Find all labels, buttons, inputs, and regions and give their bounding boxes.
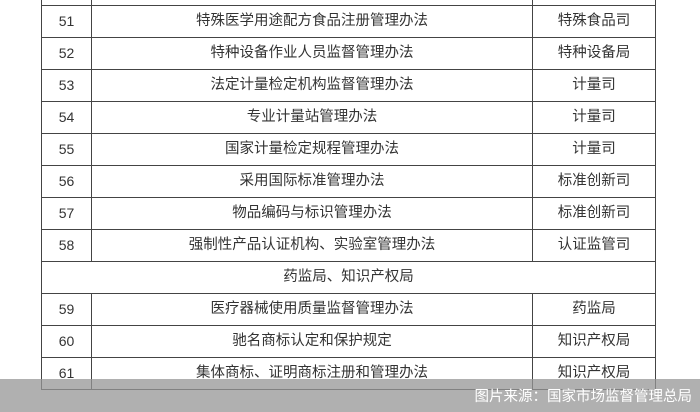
- regulation-title: 法定计量检定机构监督管理办法: [91, 69, 533, 102]
- regulation-title: 驰名商标认定和保护规定: [91, 325, 533, 358]
- regulation-title: 物品编码与标识管理办法: [91, 197, 533, 230]
- row-number: 53: [41, 69, 92, 102]
- department: 知识产权局: [532, 325, 656, 358]
- row-number: 59: [41, 293, 92, 326]
- row-number: 57: [41, 197, 92, 230]
- section-row: 药监局、知识产权局: [41, 261, 656, 294]
- department: 计量司: [532, 101, 656, 134]
- table-row: 56 采用国际标准管理办法 标准创新司: [41, 165, 656, 198]
- regulation-title: 专业计量站管理办法: [91, 101, 533, 134]
- table-row: 59 医疗器械使用质量监督管理办法 药监局: [41, 293, 656, 326]
- table-row: 58 强制性产品认证机构、实验室管理办法 认证监管司: [41, 229, 656, 262]
- table-row: 52 特种设备作业人员监督管理办法 特种设备局: [41, 37, 656, 70]
- image-source-caption: 图片来源：国家市场监督管理总局: [474, 389, 693, 405]
- row-number: 58: [41, 229, 92, 262]
- department: 标准创新司: [532, 165, 656, 198]
- row-number: 52: [41, 37, 92, 70]
- table-row: 54 专业计量站管理办法 计量司: [41, 101, 656, 134]
- table-row: 53 法定计量检定机构监督管理办法 计量司: [41, 69, 656, 102]
- section-heading: 药监局、知识产权局: [41, 261, 656, 294]
- row-number: 51: [41, 5, 92, 38]
- row-number: 56: [41, 165, 92, 198]
- regulations-table: 51 特殊医学用途配方食品注册管理办法 特殊食品司 52 特种设备作业人员监督管理办法特…: [41, 0, 656, 390]
- caption-overlay: [0, 379, 700, 412]
- table-row: 51 特殊医学用途配方食品注册管理办法 特殊食品司: [41, 5, 656, 38]
- department: 特种设备局: [532, 37, 656, 70]
- department: 计量司: [532, 133, 656, 166]
- table-row: 60 驰名商标认定和保护规定 知识产权局: [41, 325, 656, 358]
- row-number: 60: [41, 325, 92, 358]
- row-number: 54: [41, 101, 92, 134]
- regulation-title: 特种设备作业人员监督管理办法: [91, 37, 533, 70]
- table-row: 55 国家计量检定规程管理办法 计量司: [41, 133, 656, 166]
- row-number: 55: [41, 133, 92, 166]
- department: 标准创新司: [532, 197, 656, 230]
- department: 药监局: [532, 293, 656, 326]
- regulation-title: 强制性产品认证机构、实验室管理办法: [91, 229, 533, 262]
- department: 特殊食品司: [532, 5, 656, 38]
- department: 计量司: [532, 69, 656, 102]
- table-row: 57 物品编码与标识管理办法 标准创新司: [41, 197, 656, 230]
- department: 认证监管司: [532, 229, 656, 262]
- regulation-title: 采用国际标准管理办法: [91, 165, 533, 198]
- regulation-title: 医疗器械使用质量监督管理办法: [91, 293, 533, 326]
- regulation-title: 特殊医学用途配方食品注册管理办法: [91, 5, 533, 38]
- regulation-title: 国家计量检定规程管理办法: [91, 133, 533, 166]
